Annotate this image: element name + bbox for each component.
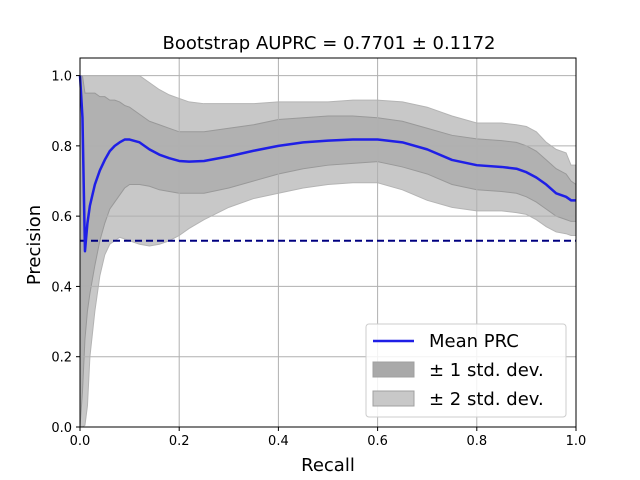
legend: Mean PRC ± 1 std. dev. ± 2 std. dev. <box>365 323 567 418</box>
y-axis-label: Precision <box>24 205 45 285</box>
x-axis-label: Recall <box>301 455 355 476</box>
y-tick-label: 1.0 <box>51 70 72 85</box>
x-tick-label: 1.0 <box>566 434 587 449</box>
x-tick-label: 0.2 <box>169 434 190 449</box>
legend-2std-swatch <box>372 390 415 407</box>
legend-2std-label: ± 2 std. dev. <box>429 389 544 410</box>
y-tick-label: 0.4 <box>51 280 72 295</box>
mean-layer <box>78 75 576 253</box>
plot-frame <box>79 57 577 428</box>
plot-area <box>78 57 577 428</box>
legend-mean-label: Mean PRC <box>429 331 519 352</box>
y-tick-label: 0.2 <box>51 351 72 366</box>
y-tick-label: 0.0 <box>51 421 72 436</box>
x-tick-label: 0.6 <box>367 434 388 449</box>
x-tick-label: 0.0 <box>70 434 91 449</box>
x-axis-ticks: 0.0 0.2 0.4 0.6 0.8 1.0 <box>70 427 587 449</box>
x-tick-label: 0.8 <box>466 434 487 449</box>
mean-prc-line <box>78 75 576 253</box>
chart-title: Bootstrap AUPRC = 0.7701 ± 0.1172 <box>163 33 496 54</box>
legend-1std-swatch <box>372 361 415 378</box>
y-axis-ticks: 0.0 0.2 0.4 0.6 0.8 1.0 <box>51 70 80 436</box>
x-tick-label: 0.4 <box>268 434 289 449</box>
y-tick-label: 0.8 <box>51 140 72 155</box>
legend-1std-label: ± 1 std. dev. <box>429 360 544 381</box>
legend-box <box>365 323 567 418</box>
y-tick-label: 0.6 <box>51 210 72 225</box>
